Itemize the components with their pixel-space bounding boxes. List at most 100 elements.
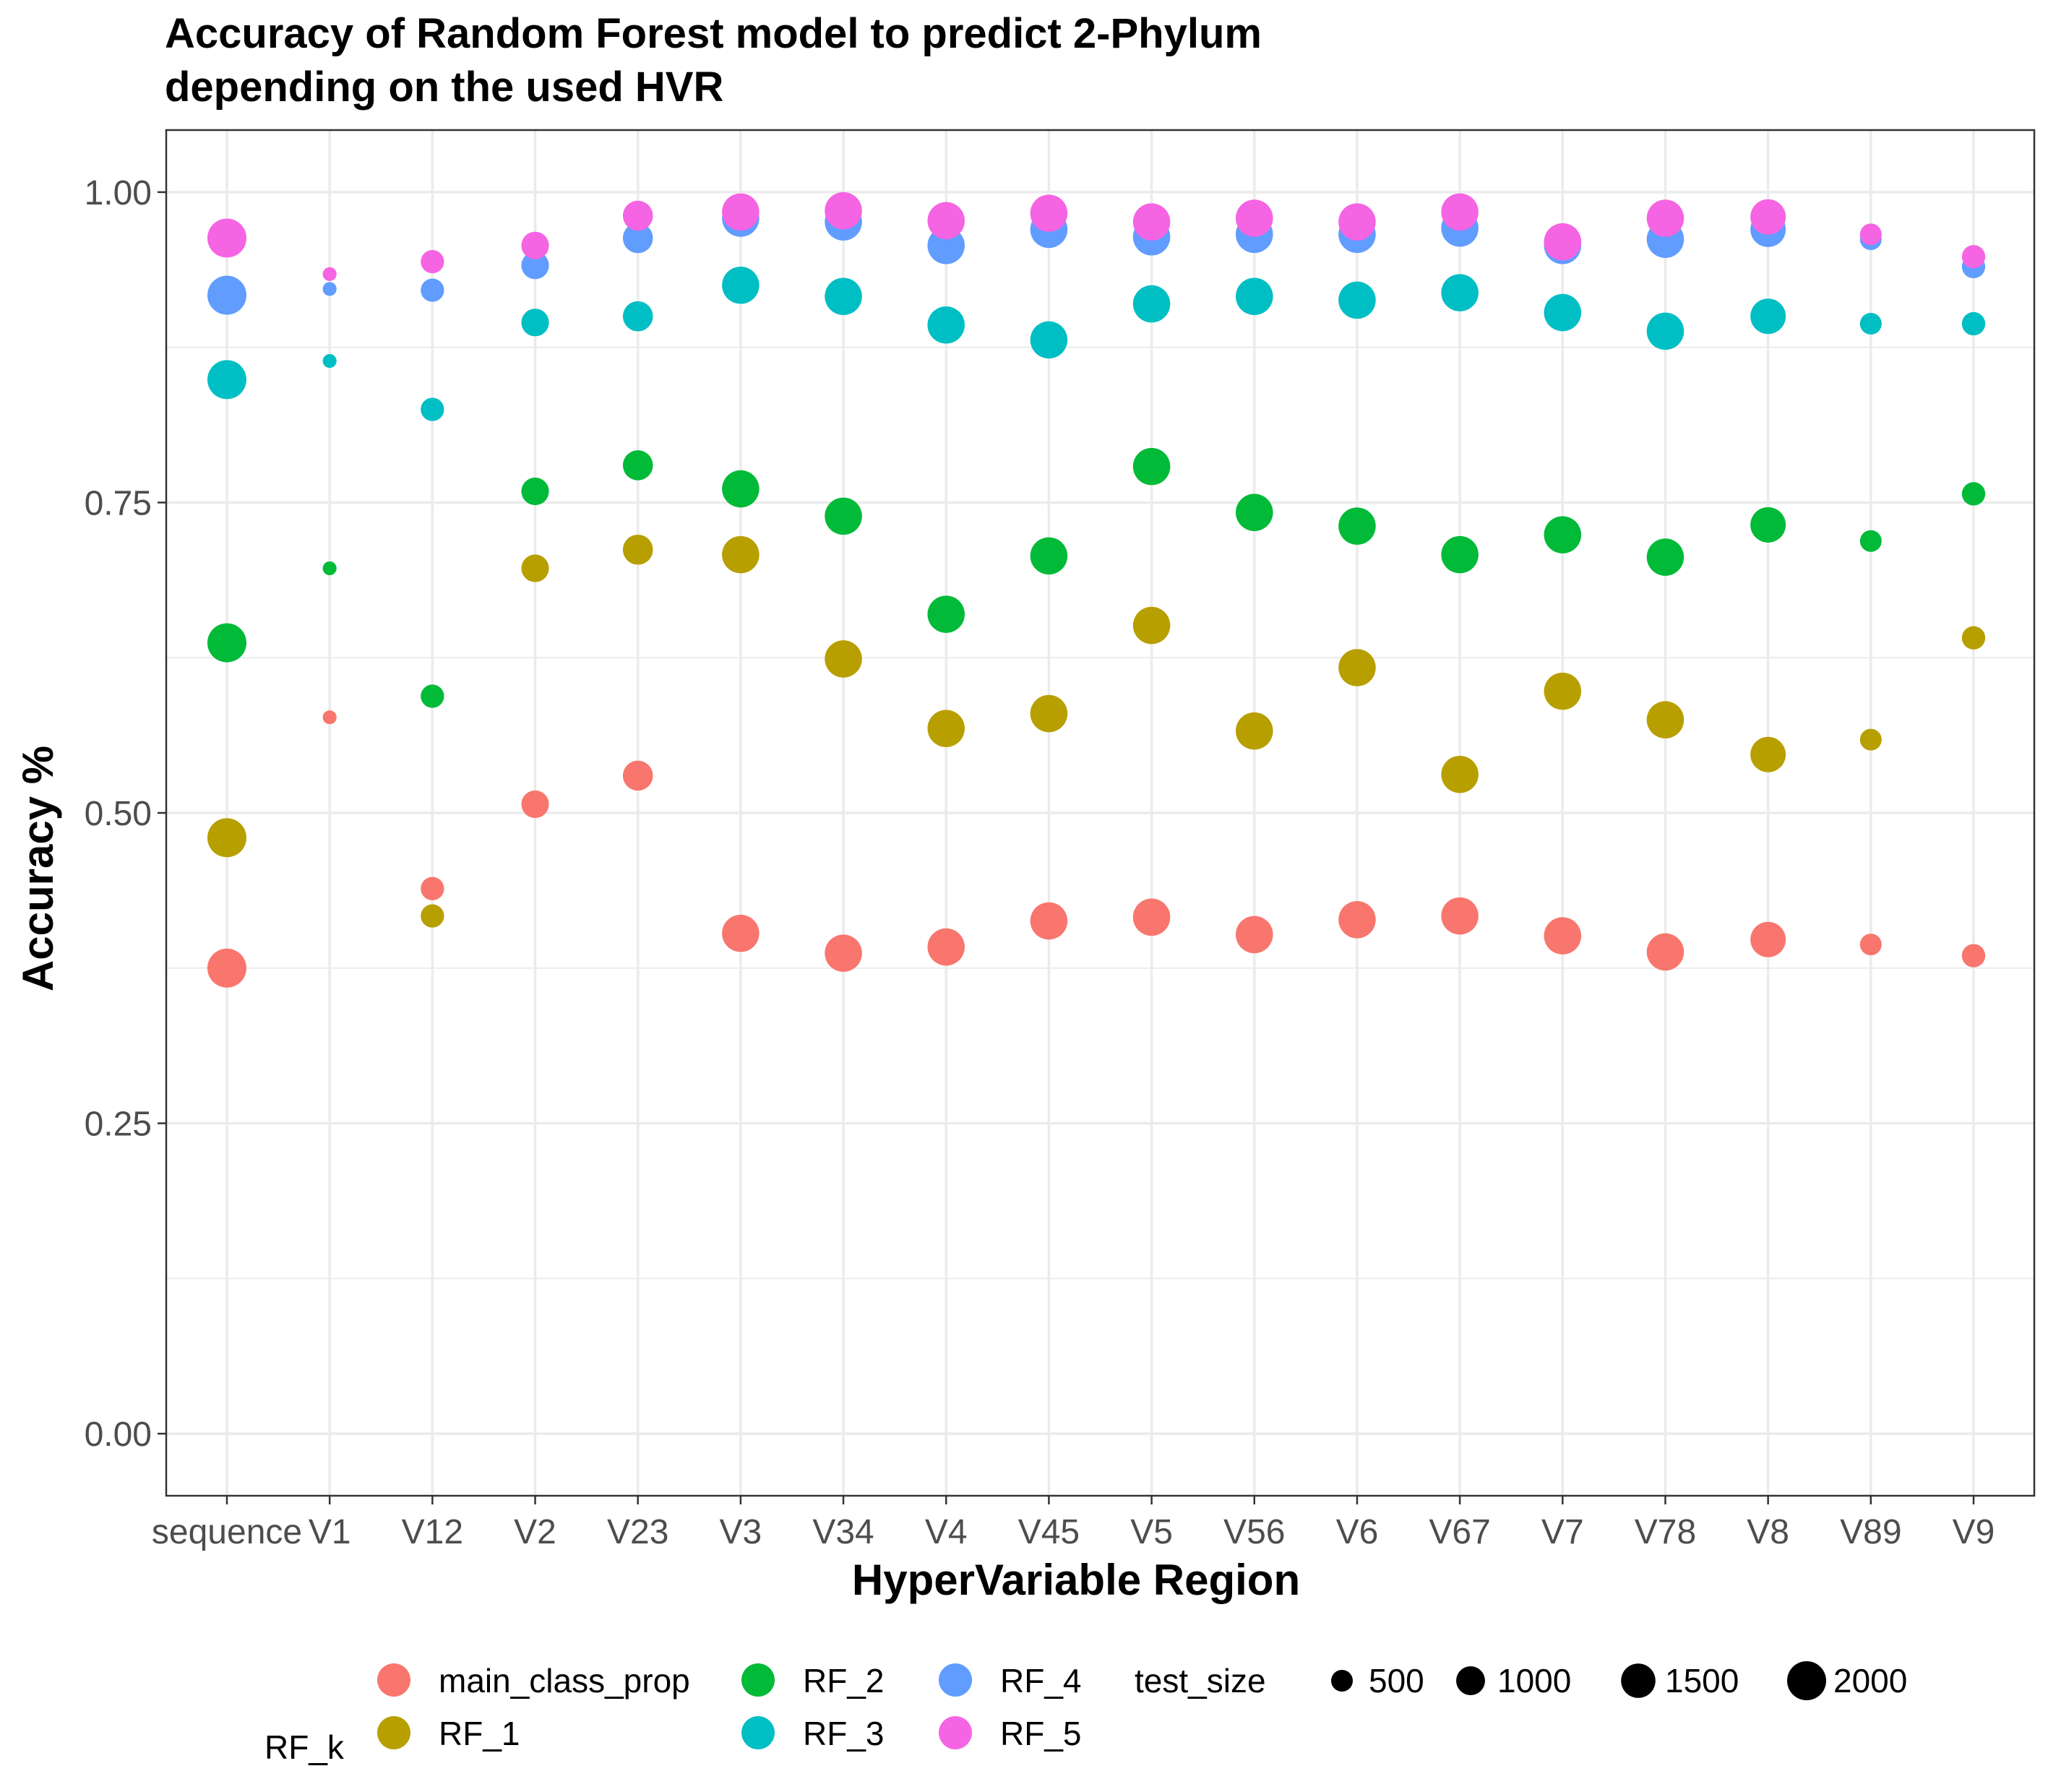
data-point	[1646, 701, 1685, 738]
size-legend-key	[1787, 1661, 1826, 1700]
x-tick-label: V56	[1223, 1513, 1285, 1551]
data-point	[1544, 223, 1582, 261]
data-point	[1030, 694, 1068, 733]
data-point	[1961, 944, 1986, 968]
data-point	[207, 623, 246, 663]
data-point	[1859, 728, 1882, 751]
x-tick-label: V23	[607, 1513, 668, 1551]
data-point	[1859, 934, 1882, 956]
size-legend-key	[1331, 1670, 1353, 1692]
data-point	[322, 267, 337, 281]
x-tick-label: V78	[1635, 1513, 1696, 1551]
data-point	[1859, 530, 1882, 552]
data-point	[1646, 312, 1685, 350]
data-point	[322, 282, 337, 296]
x-axis-title: HyperVariable Region	[852, 1556, 1300, 1604]
data-point	[825, 191, 862, 230]
data-point	[622, 301, 653, 332]
legend-label: RF_3	[803, 1715, 884, 1752]
legend-key	[377, 1716, 410, 1749]
data-point	[927, 595, 965, 633]
size-legend-label: 1000	[1497, 1662, 1571, 1700]
legend-key	[741, 1663, 775, 1697]
data-point	[421, 904, 444, 928]
legend-label: RF_5	[1000, 1715, 1081, 1752]
data-point	[1750, 199, 1786, 235]
data-point	[722, 193, 760, 231]
data-point	[1132, 606, 1171, 645]
data-point	[1235, 494, 1273, 531]
y-tick-label: 0.50	[85, 795, 152, 833]
data-point	[1646, 199, 1685, 237]
legend-label: RF_1	[439, 1715, 520, 1752]
data-point	[1132, 203, 1171, 241]
data-point	[322, 710, 337, 725]
size-legend-key	[1456, 1666, 1485, 1695]
x-tick-label: V2	[514, 1513, 556, 1551]
data-point	[1750, 736, 1786, 772]
data-point	[722, 470, 760, 508]
data-point	[1646, 538, 1685, 576]
data-point	[622, 200, 653, 231]
data-point	[207, 218, 246, 258]
x-tick-label: V8	[1747, 1513, 1789, 1551]
data-point	[421, 397, 444, 421]
y-tick-label: 0.25	[85, 1106, 152, 1144]
data-point	[1132, 285, 1171, 323]
data-point	[521, 554, 549, 582]
data-point	[1750, 507, 1786, 543]
data-point	[1338, 649, 1376, 686]
size-legend-key	[1621, 1663, 1656, 1698]
data-point	[1441, 535, 1479, 574]
data-point	[1338, 507, 1376, 545]
data-point	[1441, 897, 1479, 935]
legend-label: RF_2	[803, 1662, 884, 1700]
data-point	[1544, 293, 1582, 332]
y-tick-label: 1.00	[85, 174, 152, 212]
data-point	[521, 309, 549, 337]
data-point	[722, 535, 760, 574]
size-legend-title: test_size	[1135, 1662, 1266, 1700]
x-tick-label: V9	[1953, 1513, 1995, 1551]
data-point	[722, 914, 760, 952]
data-point	[1338, 281, 1376, 319]
data-point	[207, 275, 246, 315]
size-legend-label: 2000	[1833, 1662, 1907, 1700]
data-point	[322, 561, 337, 576]
legend-label: main_class_prop	[439, 1662, 690, 1700]
data-point	[1441, 193, 1479, 231]
data-point	[1338, 203, 1376, 241]
data-point	[1544, 917, 1582, 955]
chart-title-line-2: depending on the used HVR	[165, 64, 723, 111]
x-tick-label: V3	[720, 1513, 762, 1551]
data-point	[521, 231, 549, 259]
data-point	[207, 948, 246, 988]
data-point	[1961, 245, 1986, 269]
data-point	[1544, 672, 1582, 710]
data-point	[1030, 902, 1068, 940]
data-point	[722, 267, 760, 304]
data-point	[1544, 516, 1582, 553]
data-point	[421, 876, 444, 900]
plot-panel: 0.00 0.25 0.50 0.75 1.00 sequence V1 V12 V2 V23 V3…	[85, 129, 2036, 1551]
data-point	[521, 251, 549, 280]
legend-key	[741, 1716, 775, 1749]
data-point	[1235, 712, 1273, 750]
data-point	[421, 278, 444, 302]
data-point	[622, 223, 653, 254]
x-tick-label: V6	[1336, 1513, 1379, 1551]
x-tick-label: V5	[1130, 1513, 1173, 1551]
data-point	[1235, 199, 1273, 237]
data-point	[1441, 755, 1479, 793]
y-tick-label: 0.75	[85, 484, 152, 522]
data-point	[622, 534, 653, 565]
data-point	[521, 477, 549, 506]
data-point	[1235, 916, 1273, 954]
y-axis-title: Accuracy %	[14, 746, 62, 991]
x-tick-label: V34	[812, 1513, 874, 1551]
data-point	[1750, 921, 1786, 957]
data-point	[1646, 933, 1685, 971]
x-tick-label: V1	[309, 1513, 351, 1551]
x-tick-label: sequence	[152, 1513, 302, 1551]
